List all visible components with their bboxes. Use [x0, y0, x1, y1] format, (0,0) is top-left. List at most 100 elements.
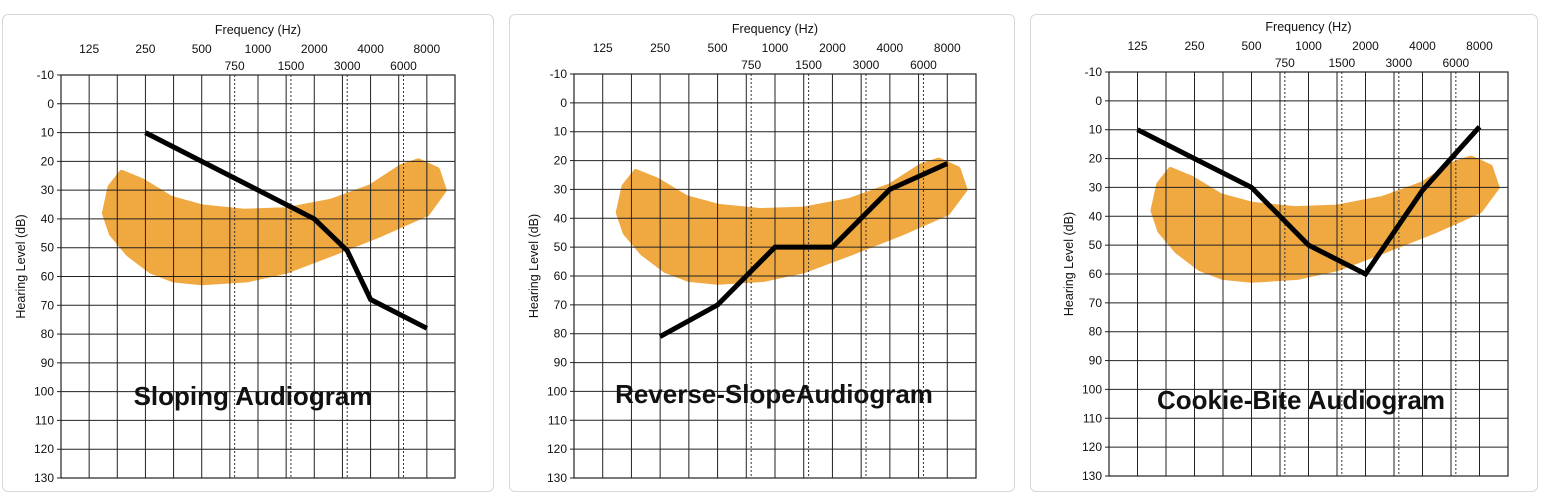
x-major-tick-label: 8000: [1466, 39, 1493, 53]
y-tick-label: -10: [1085, 65, 1103, 79]
y-tick-label: 120: [34, 442, 54, 456]
y-tick-label: -10: [550, 67, 568, 81]
plot-border: [573, 73, 977, 479]
y-tick-label: 120: [1082, 440, 1102, 454]
y-tick-label: 80: [41, 327, 55, 341]
y-tick-label: 100: [1082, 382, 1102, 396]
y-tick-label: 90: [554, 356, 568, 370]
x-major-tick-label: 500: [708, 41, 728, 55]
y-tick-label: 120: [547, 442, 567, 456]
y-tick-label: 110: [35, 413, 54, 427]
audiogram-panel-sloping: -10 0 10 20 30 40 50 60 70 80 90 100 110 120 130 125 250…: [2, 14, 494, 492]
y-tick-label: 60: [554, 269, 568, 283]
x-major-tick-label: 1000: [762, 41, 789, 55]
x-minor-tick-label: 3000: [334, 59, 361, 73]
audiogram-chart: -10 0 10 20 30 40 50 60 70 80 90 100 110 120 130 125 250…: [14, 23, 456, 485]
y-tick-label: 100: [34, 385, 54, 399]
x-major-tick-label: 250: [650, 41, 670, 55]
x-major-tick-label: 8000: [934, 41, 961, 55]
x-major-tick-label: 500: [192, 42, 212, 56]
hearing-threshold-line: [658, 161, 949, 339]
x-major-tick-label: 2000: [301, 42, 328, 56]
y-tick-label: 50: [41, 241, 55, 255]
x-major-tick-label: 250: [135, 42, 155, 56]
y-tick-label: 80: [554, 327, 568, 341]
y-tick-label: 30: [1089, 180, 1103, 194]
audiogram-panel-reverse-slope: -10 0 10 20 30 40 50 60 70 80 90 100 110 120 130 125 250…: [509, 14, 1015, 492]
x-minor-tick-label: 6000: [390, 59, 417, 73]
y-tick-label: 90: [41, 356, 55, 370]
y-tick-label: 30: [41, 183, 55, 197]
x-major-tick-label: 125: [79, 42, 99, 56]
y-tick-label: 130: [547, 471, 567, 485]
audiogram-chart: -10 0 10 20 30 40 50 60 70 80 90 100 110 120 130 125 250…: [1062, 20, 1509, 483]
speech-banana-region: [1150, 155, 1500, 283]
x-minor-tick-label: 750: [1275, 56, 1295, 70]
x-major-tick-label: 250: [1184, 39, 1204, 53]
y-tick-label: 0: [47, 97, 54, 111]
y-axis-title: Hearing Level (dB): [14, 214, 28, 318]
x-major-tick-label: 4000: [1409, 39, 1436, 53]
x-minor-tick-label: 6000: [1442, 56, 1469, 70]
hearing-threshold-line: [1136, 125, 1482, 278]
x-axis-title: Frequency (Hz): [1265, 20, 1351, 34]
x-major-tick-label: 4000: [877, 41, 904, 55]
x-major-tick-label: 125: [1127, 39, 1147, 53]
y-tick-label: 20: [554, 154, 568, 168]
chart-title: Cookie-Bite Audiogram: [1157, 385, 1445, 415]
y-tick-label: 0: [1095, 94, 1102, 108]
plot-border: [60, 74, 456, 479]
y-tick-label: 110: [548, 413, 567, 427]
audiogram-panel-cookie-bite: -10 0 10 20 30 40 50 60 70 80 90 100 110 120 130 125 250…: [1030, 14, 1538, 492]
y-tick-label: 50: [1089, 238, 1103, 252]
y-axis-title: Hearing Level (dB): [527, 214, 541, 318]
x-minor-tick-label: 1500: [1328, 56, 1355, 70]
x-major-tick-label: 4000: [357, 42, 384, 56]
x-axis-title: Frequency (Hz): [732, 22, 818, 36]
x-major-tick-label: 2000: [1352, 39, 1379, 53]
x-minor-tick-label: 750: [741, 58, 761, 72]
y-tick-label: 90: [1089, 354, 1103, 368]
speech-banana-region: [101, 158, 447, 286]
y-tick-label: 110: [1083, 411, 1102, 425]
y-tick-label: 80: [1089, 325, 1103, 339]
y-tick-label: 30: [554, 182, 568, 196]
audiogram-chart: -10 0 10 20 30 40 50 60 70 80 90 100 110 120 130 125 250…: [527, 22, 977, 485]
y-tick-label: 10: [554, 125, 568, 139]
y-axis-title: Hearing Level (dB): [1062, 212, 1076, 316]
chart-title: Reverse-SlopeAudiogram: [615, 379, 933, 409]
y-tick-label: 60: [1089, 267, 1103, 281]
y-tick-label: 40: [554, 211, 568, 225]
y-tick-label: 100: [547, 384, 567, 398]
x-major-tick-label: 500: [1241, 39, 1261, 53]
x-minor-tick-label: 3000: [853, 58, 880, 72]
y-tick-label: 70: [554, 298, 568, 312]
chart-title: Sloping Audiogram: [134, 381, 373, 411]
y-tick-label: 70: [1089, 296, 1103, 310]
x-minor-tick-label: 750: [225, 59, 245, 73]
x-minor-tick-label: 1500: [795, 58, 822, 72]
y-tick-label: 10: [41, 126, 55, 140]
y-tick-label: 130: [34, 471, 54, 485]
x-axis-title: Frequency (Hz): [215, 23, 301, 37]
y-tick-label: -10: [37, 68, 55, 82]
plot-border: [1108, 71, 1509, 477]
x-major-tick-label: 2000: [819, 41, 846, 55]
y-tick-label: 130: [1082, 469, 1102, 483]
x-major-tick-label: 8000: [414, 42, 441, 56]
y-tick-label: 10: [1089, 123, 1103, 137]
y-tick-label: 20: [1089, 152, 1103, 166]
y-tick-label: 60: [41, 270, 55, 284]
x-major-tick-label: 1000: [1295, 39, 1322, 53]
y-tick-label: 70: [41, 298, 55, 312]
y-tick-label: 0: [560, 96, 567, 110]
x-major-tick-label: 125: [593, 41, 613, 55]
y-tick-label: 40: [1089, 209, 1103, 223]
x-major-tick-label: 1000: [245, 42, 272, 56]
x-minor-tick-label: 6000: [910, 58, 937, 72]
y-tick-label: 20: [41, 154, 55, 168]
x-minor-tick-label: 3000: [1385, 56, 1412, 70]
hearing-threshold-line: [144, 130, 429, 331]
y-tick-label: 40: [41, 212, 55, 226]
x-minor-tick-label: 1500: [278, 59, 305, 73]
